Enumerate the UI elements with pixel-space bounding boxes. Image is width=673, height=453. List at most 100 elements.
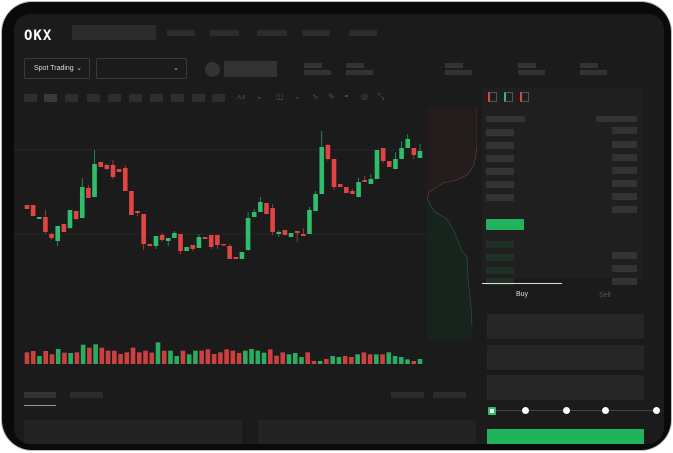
candle-body [184, 247, 189, 251]
interval-button[interactable] [24, 94, 37, 102]
order-size[interactable] [612, 278, 637, 285]
last-price-highlight[interactable] [486, 219, 524, 230]
nav-item[interactable] [302, 30, 330, 36]
order-size[interactable] [612, 127, 637, 134]
camera-icon[interactable]: ◓ [344, 92, 349, 101]
buy-submit-button[interactable] [487, 429, 644, 444]
chevron-down-icon: ⌄ [173, 65, 179, 72]
interval-button[interactable] [44, 94, 57, 102]
volume-bar [93, 344, 98, 364]
candle-body [417, 151, 423, 158]
fullscreen-icon[interactable]: ⤡ [378, 92, 385, 101]
order-size[interactable] [612, 252, 637, 259]
book-view-asks-icon[interactable] [520, 92, 529, 102]
order-size[interactable] [612, 141, 637, 148]
candle-body [24, 205, 30, 209]
interval-button[interactable] [212, 94, 225, 102]
interval-button[interactable] [150, 94, 163, 102]
interval-button[interactable] [87, 94, 100, 102]
candle-body [67, 210, 73, 228]
ask-price[interactable] [486, 142, 514, 149]
order-size[interactable] [612, 206, 637, 213]
interval-button[interactable] [171, 94, 184, 102]
chevron-down-icon: ⌄ [76, 65, 82, 72]
bid-price[interactable] [486, 241, 514, 248]
slider-handle[interactable] [488, 407, 496, 415]
pencil-icon[interactable]: ✎ [328, 92, 335, 101]
total-input[interactable] [487, 375, 644, 400]
candle-body [344, 187, 349, 193]
volume-bar [355, 354, 360, 364]
tab-buy[interactable]: Buy [516, 291, 529, 298]
bid-price[interactable] [486, 278, 514, 285]
order-size[interactable] [612, 193, 637, 200]
book-view-both-icon[interactable] [488, 92, 497, 102]
order-size[interactable] [612, 167, 637, 174]
market-dropdown-label: Spot Trading [34, 65, 74, 72]
bid-price[interactable] [486, 254, 514, 261]
order-size[interactable] [612, 180, 637, 187]
bottom-tab-option[interactable] [433, 392, 466, 398]
bottom-tab-orders[interactable] [24, 392, 56, 398]
ask-price[interactable] [486, 129, 514, 136]
bottom-tab-option[interactable] [391, 392, 424, 398]
ask-price[interactable] [486, 181, 514, 188]
settings-icon[interactable]: ◫ [276, 92, 284, 101]
book-view-bids-icon[interactable] [504, 92, 513, 102]
candle-body [270, 208, 275, 232]
volume-bar [174, 356, 180, 364]
chevron-down-icon[interactable]: ⌄ [256, 92, 263, 101]
interval-button[interactable] [192, 94, 205, 102]
candle-body [294, 231, 300, 233]
nav-item[interactable] [349, 30, 377, 36]
volume-bar [211, 354, 217, 364]
tab-sell[interactable]: Sell [599, 292, 611, 299]
indicator-icon[interactable]: ⩘⩘ [236, 92, 246, 101]
target-icon[interactable]: ◎ [361, 92, 368, 101]
candle-body [147, 244, 153, 246]
candle-body [331, 159, 337, 187]
volume-bar [43, 351, 49, 364]
candlestick-chart[interactable] [14, 106, 429, 374]
order-size[interactable] [612, 154, 637, 161]
volume-bar [417, 359, 423, 364]
volume-bar [374, 354, 379, 364]
bid-price[interactable] [486, 267, 514, 274]
amount-input[interactable] [487, 345, 644, 370]
volume-bar [49, 354, 55, 364]
pair-dropdown[interactable]: ⌄ [96, 58, 187, 79]
interval-button[interactable] [65, 94, 78, 102]
volume-bar [224, 349, 229, 364]
ask-price[interactable] [486, 168, 514, 175]
ask-price[interactable] [486, 155, 514, 162]
candle-body [393, 159, 398, 169]
candle-body [104, 165, 110, 169]
candle-body [276, 232, 282, 234]
order-size[interactable] [612, 265, 637, 272]
nav-item[interactable] [257, 30, 287, 36]
volume-bar [342, 356, 348, 364]
candle-body [368, 179, 374, 184]
nav-item[interactable] [210, 30, 239, 36]
volume-bar [267, 349, 273, 364]
bottom-tab-history[interactable] [70, 392, 103, 398]
search-bar[interactable] [72, 25, 156, 40]
candle-body [288, 233, 294, 237]
interval-button[interactable] [108, 94, 121, 102]
volume-bar [255, 350, 261, 364]
volume-bar [143, 350, 148, 364]
candle-body [49, 234, 54, 238]
market-dropdown[interactable]: Spot Trading ⌄ [24, 58, 90, 79]
volume-bar [349, 357, 354, 364]
interval-button[interactable] [129, 94, 142, 102]
ask-price[interactable] [486, 194, 514, 201]
price-input[interactable] [487, 314, 644, 339]
candle-body [411, 148, 417, 155]
candle-body [362, 180, 368, 182]
chevron-down-icon[interactable]: ⌄ [294, 92, 301, 101]
volume-bar [193, 350, 198, 364]
line-tool-icon[interactable]: ∿ [312, 92, 319, 101]
volume-bar [124, 352, 130, 364]
nav-item[interactable] [167, 30, 195, 36]
candle-body [325, 145, 331, 159]
